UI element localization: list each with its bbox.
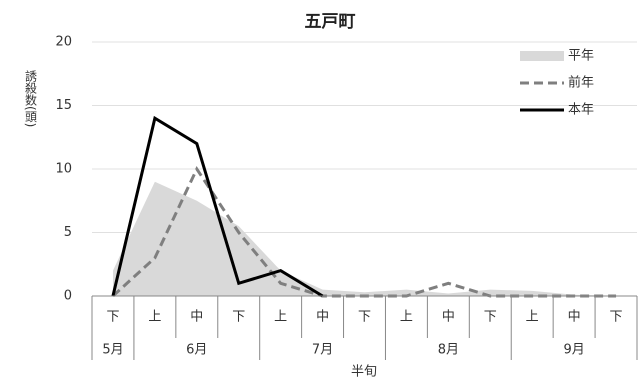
x-tick-label: 上 bbox=[274, 310, 287, 325]
month-label: 6月 bbox=[186, 343, 207, 358]
y-tick-label: 20 bbox=[55, 35, 72, 50]
y-tick-label: 10 bbox=[55, 162, 72, 177]
x-tick-label: 中 bbox=[568, 310, 581, 325]
legend-swatch bbox=[520, 51, 564, 61]
x-tick-label: 上 bbox=[400, 310, 413, 325]
x-tick-label: 下 bbox=[106, 310, 119, 325]
y-tick-label: 5 bbox=[64, 225, 72, 240]
month-label: 7月 bbox=[312, 343, 333, 358]
line bbox=[111, 115, 324, 298]
month-label: 5月 bbox=[102, 343, 123, 358]
month-label: 9月 bbox=[563, 343, 584, 358]
x-tick-label: 中 bbox=[442, 310, 455, 325]
y-tick-label: 0 bbox=[64, 289, 72, 304]
legend-label: 本年 bbox=[568, 103, 594, 118]
x-axis-label: 半旬 bbox=[351, 365, 377, 380]
x-tick-label: 下 bbox=[484, 310, 497, 325]
x-tick-label: 下 bbox=[232, 310, 245, 325]
month-label: 8月 bbox=[438, 343, 459, 358]
x-tick-label: 上 bbox=[148, 310, 161, 325]
area bbox=[112, 181, 617, 296]
legend-label: 前年 bbox=[568, 75, 594, 91]
x-tick-label: 上 bbox=[526, 310, 539, 325]
legend-label: 平年 bbox=[568, 49, 594, 64]
x-tick-label: 下 bbox=[358, 310, 371, 325]
y-tick-label: 15 bbox=[55, 98, 72, 113]
x-tick-label: 中 bbox=[190, 310, 203, 325]
x-tick-label: 下 bbox=[610, 310, 623, 325]
chart-title: 五戸町 bbox=[305, 12, 356, 32]
x-tick-label: 中 bbox=[316, 310, 329, 325]
y-axis-label: 誘殺数(頭) bbox=[24, 70, 38, 128]
